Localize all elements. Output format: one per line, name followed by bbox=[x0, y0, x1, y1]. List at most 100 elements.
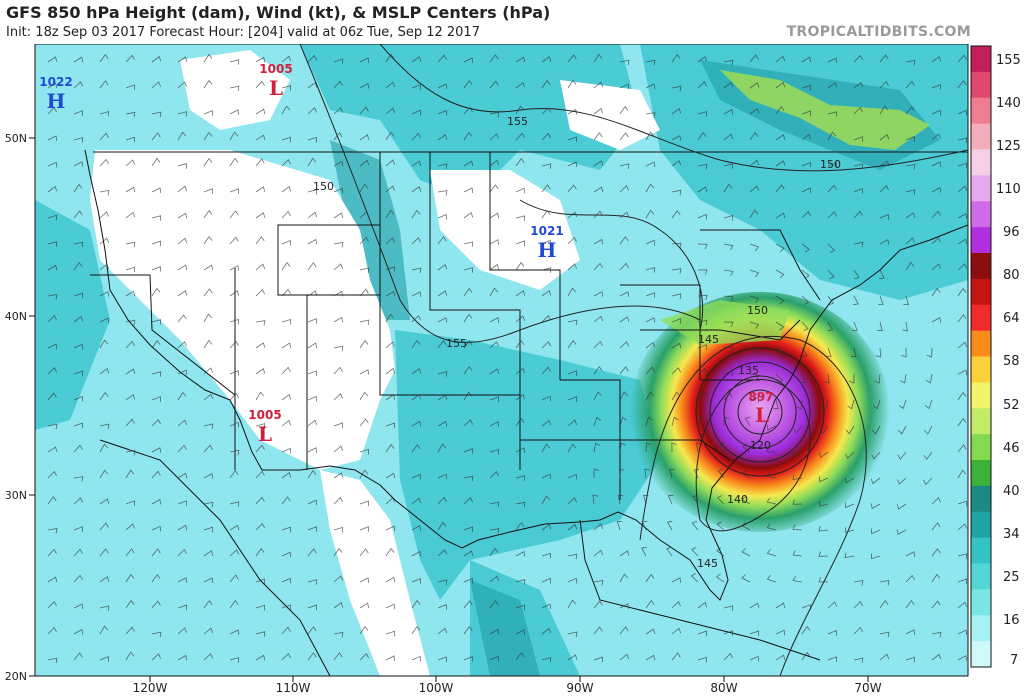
wind-barb bbox=[489, 111, 500, 118]
wind-barb bbox=[385, 394, 396, 401]
wind-barb bbox=[47, 161, 58, 168]
wind-barb bbox=[905, 551, 916, 557]
wind-barb bbox=[723, 214, 734, 221]
wind-barb bbox=[151, 396, 161, 402]
wind-barb bbox=[827, 269, 835, 280]
wind-barb bbox=[333, 445, 344, 453]
wind-barb bbox=[853, 269, 860, 280]
wind-barb bbox=[99, 339, 109, 349]
wind-barb bbox=[411, 339, 421, 349]
wind-barb bbox=[749, 82, 760, 89]
wind-barb bbox=[879, 269, 885, 280]
wind-barb bbox=[125, 500, 135, 506]
wind-barbs bbox=[47, 53, 968, 664]
wind-barb bbox=[177, 472, 188, 479]
wind-barb bbox=[203, 627, 214, 635]
wind-barb bbox=[125, 368, 136, 375]
wind-barb bbox=[844, 552, 855, 559]
wind-barb bbox=[541, 627, 552, 635]
wind-barb bbox=[73, 628, 84, 635]
wind-barb bbox=[385, 603, 396, 610]
wind-barb bbox=[385, 81, 396, 89]
wind-barb bbox=[73, 444, 83, 453]
wind-barb bbox=[99, 548, 109, 557]
wind-barb bbox=[645, 628, 656, 635]
wind-barb bbox=[741, 548, 751, 557]
wind-barb bbox=[307, 54, 317, 63]
wind-barb bbox=[281, 526, 291, 533]
wind-barb bbox=[692, 494, 699, 505]
wind-barb bbox=[749, 373, 760, 380]
wind-barb bbox=[47, 82, 58, 89]
wind-barb bbox=[125, 450, 136, 456]
contour-label: 155 bbox=[446, 337, 467, 350]
wind-barb bbox=[723, 133, 734, 141]
wind-barb bbox=[125, 186, 136, 193]
wind-barb bbox=[853, 241, 864, 248]
wind-barb bbox=[696, 442, 702, 453]
wind-barb bbox=[333, 107, 344, 115]
wind-barb bbox=[905, 629, 916, 635]
wind-barb bbox=[333, 472, 344, 479]
wind-barb bbox=[749, 54, 759, 63]
coastlines-borders bbox=[84, 149, 968, 676]
wind-barb bbox=[489, 501, 500, 508]
wind-barb bbox=[73, 476, 84, 482]
wind-barb bbox=[333, 241, 344, 248]
wind-barb bbox=[853, 295, 859, 306]
wind-barb bbox=[593, 366, 603, 375]
wind-barb bbox=[203, 393, 214, 401]
wind-barb bbox=[333, 263, 344, 271]
wind-barb bbox=[333, 316, 344, 323]
wind-barb bbox=[73, 241, 84, 248]
contour-label: 120 bbox=[750, 439, 771, 452]
wind-barb bbox=[489, 133, 500, 141]
wind-barb bbox=[177, 500, 187, 506]
wind-barb bbox=[489, 528, 500, 534]
wind-barb bbox=[541, 495, 551, 505]
wind-barb bbox=[411, 160, 422, 167]
wind-barb bbox=[593, 656, 603, 663]
wind-barb bbox=[957, 185, 968, 193]
wind-barb bbox=[47, 528, 58, 534]
wind-barb bbox=[359, 183, 369, 193]
wind-barb bbox=[255, 320, 266, 326]
wind-barb bbox=[359, 418, 369, 427]
wind-barb bbox=[671, 601, 681, 609]
wind-barb bbox=[593, 391, 602, 401]
wind-barb bbox=[697, 294, 708, 301]
wind-barb bbox=[853, 106, 863, 115]
wind-barb bbox=[125, 54, 135, 63]
wind-barb bbox=[567, 577, 578, 584]
wind-barb bbox=[333, 187, 343, 194]
wind-barb bbox=[281, 55, 292, 63]
wind-barb bbox=[333, 80, 343, 89]
wind-barb bbox=[697, 81, 707, 89]
wind-barb bbox=[826, 347, 832, 357]
wind-barb bbox=[957, 287, 967, 297]
wind-barb bbox=[437, 394, 448, 401]
wind-barb bbox=[73, 56, 84, 63]
wind-barb bbox=[463, 448, 473, 454]
wind-barb bbox=[151, 287, 161, 297]
low-pressure-center: 1005 L bbox=[248, 408, 281, 446]
wind-barb bbox=[896, 529, 907, 535]
wind-barb bbox=[593, 291, 604, 297]
wind-barb bbox=[741, 469, 751, 479]
wind-barb bbox=[957, 601, 968, 609]
wind-barb bbox=[879, 631, 890, 638]
wind-barb bbox=[671, 268, 682, 274]
wind-barb bbox=[931, 522, 941, 531]
wind-barb bbox=[463, 600, 473, 609]
wind-barb bbox=[437, 83, 448, 89]
wind-barb bbox=[853, 54, 863, 63]
wind-barb bbox=[775, 134, 786, 141]
lon-label: 120W bbox=[133, 681, 168, 695]
wind-barb bbox=[229, 210, 239, 219]
wind-barb bbox=[307, 604, 317, 611]
wind-barb bbox=[827, 184, 837, 193]
wind-barb bbox=[203, 79, 213, 89]
wind-barb bbox=[690, 573, 699, 583]
wind-barb bbox=[541, 341, 551, 349]
